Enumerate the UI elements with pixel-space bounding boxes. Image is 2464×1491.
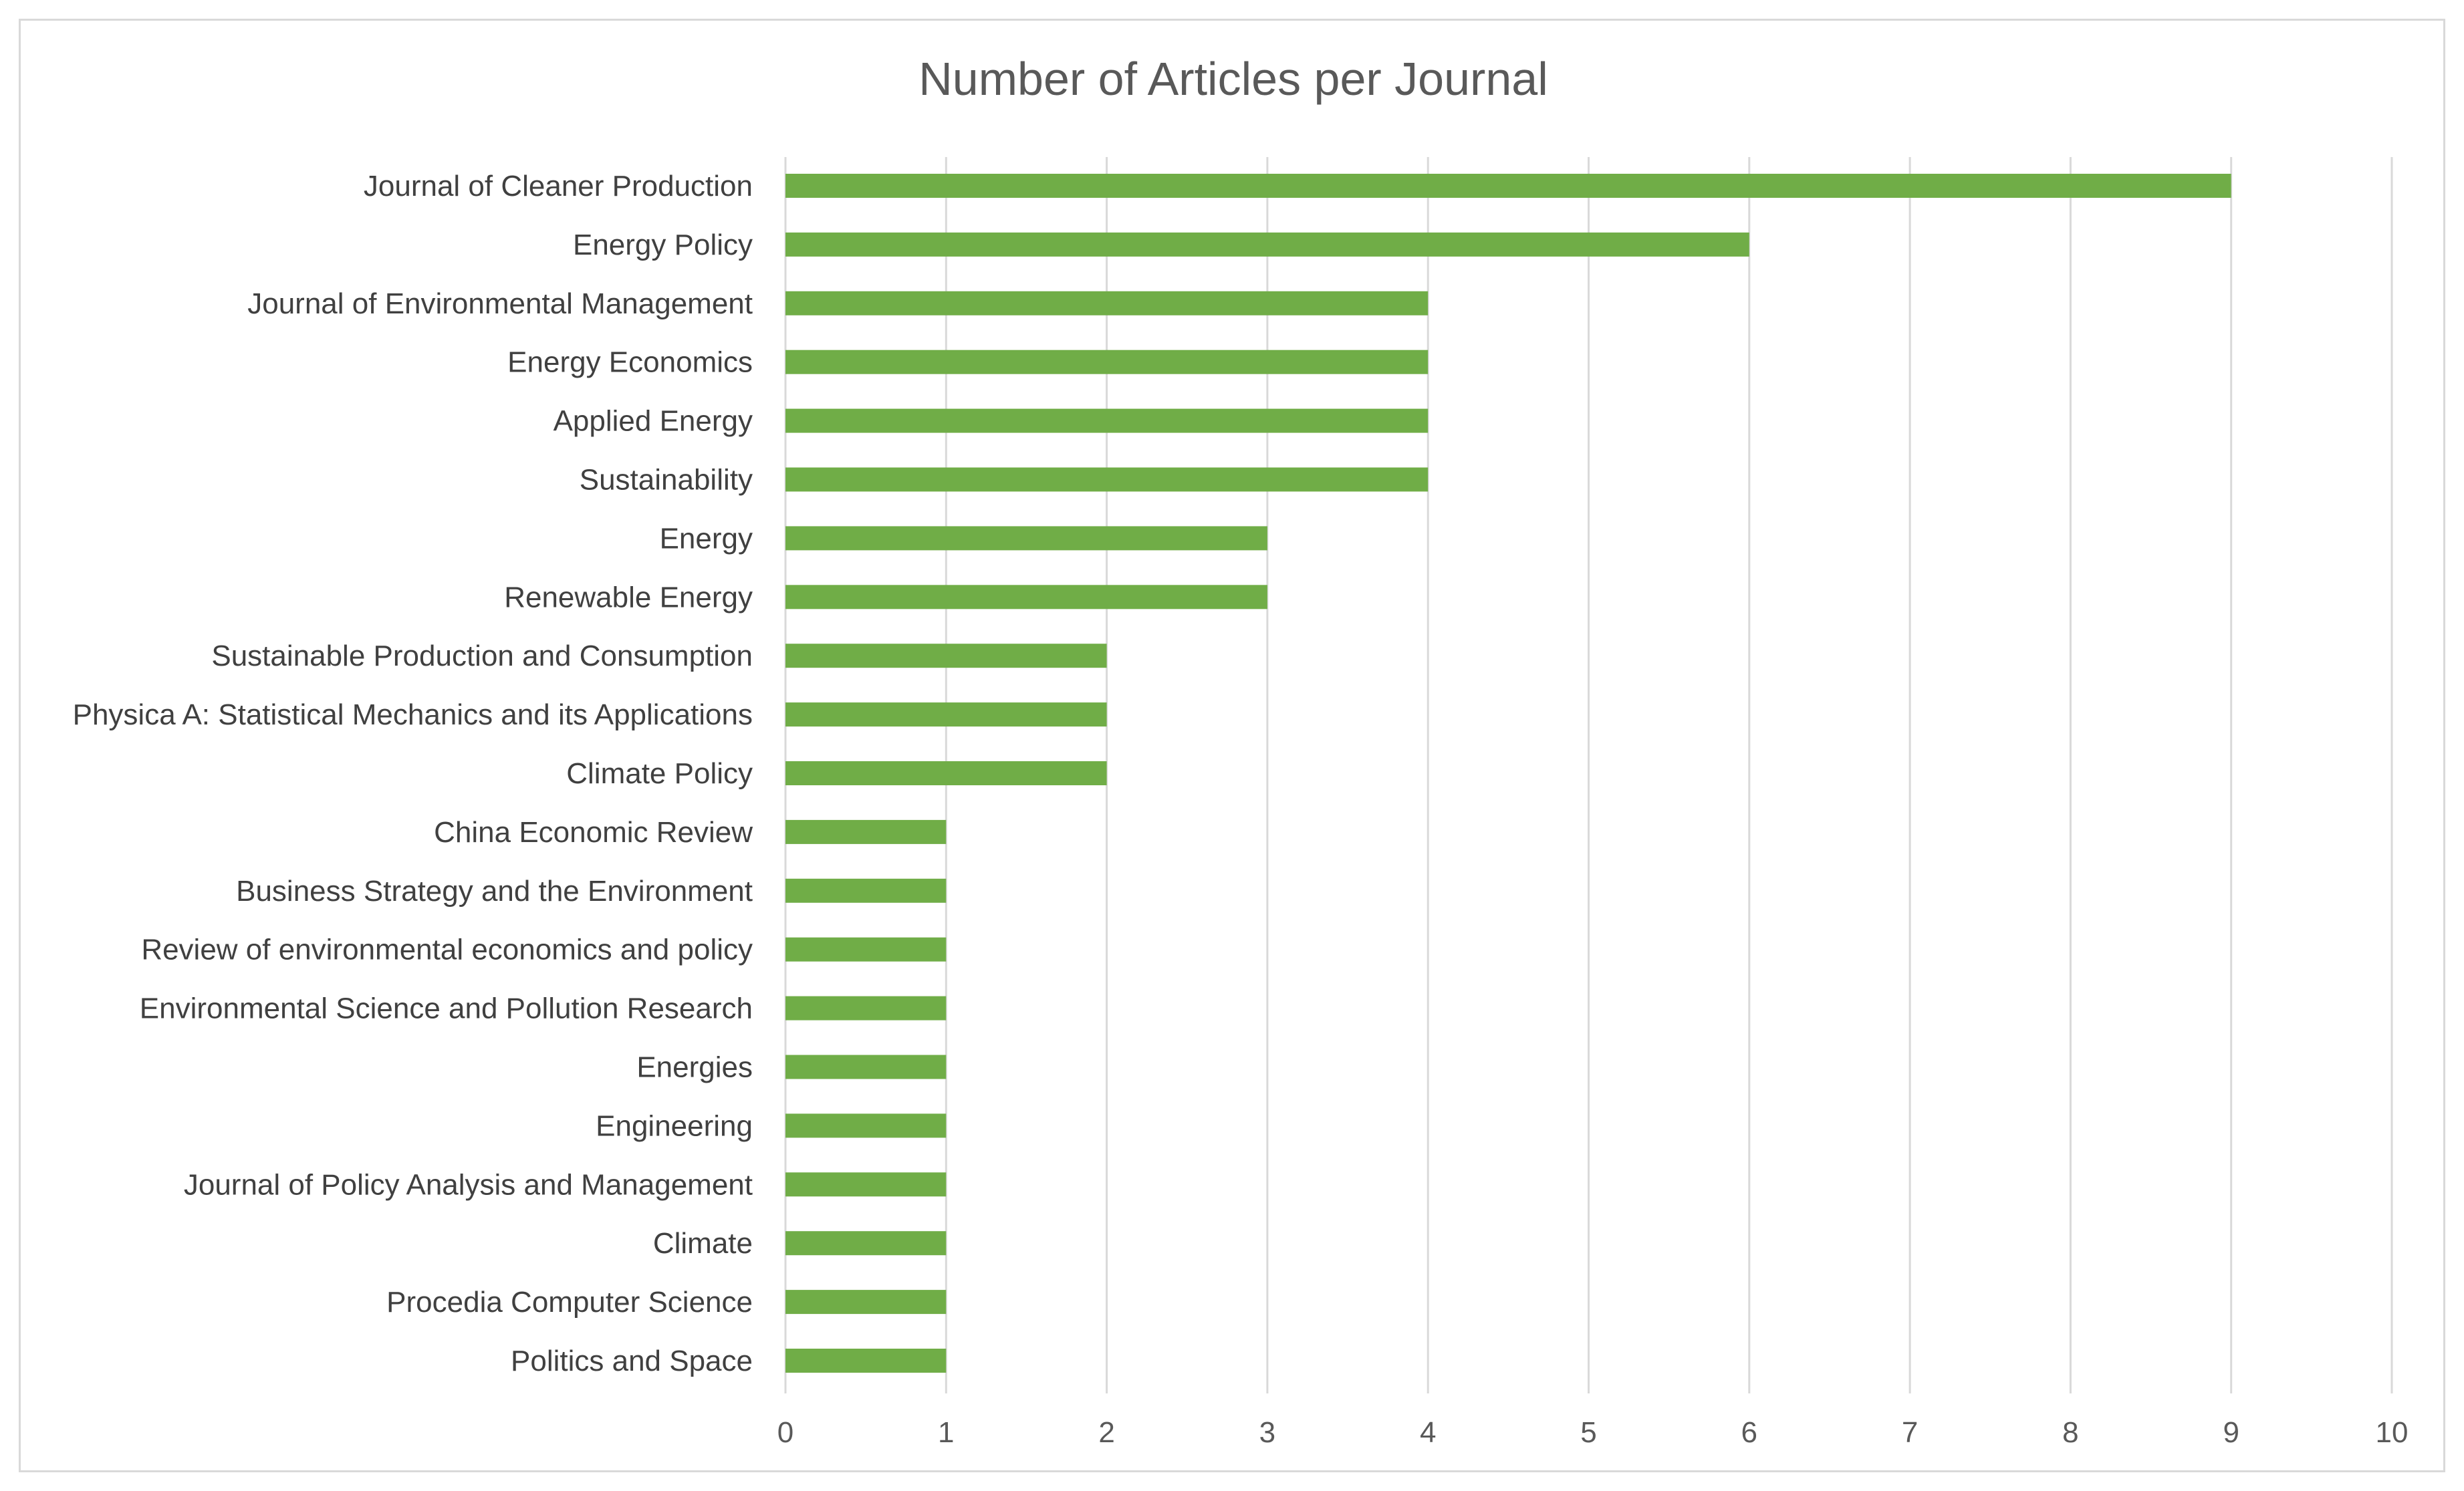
category-label: Environmental Science and Pollution Rese… (140, 992, 753, 1025)
category-label: Politics and Space (511, 1345, 753, 1377)
x-tick-label: 3 (1259, 1416, 1275, 1449)
category-label: Journal of Policy Analysis and Managemen… (184, 1168, 753, 1201)
category-label: Energy (660, 522, 753, 555)
x-tick-label: 2 (1098, 1416, 1114, 1449)
x-tick-label: 4 (1420, 1416, 1436, 1449)
x-tick-label: 10 (2376, 1416, 2409, 1449)
x-axis-tick-labels: 0 1 2 3 4 5 6 7 8 9 10 (777, 1416, 2409, 1449)
category-label: Applied Energy (553, 405, 753, 438)
bar-5 (785, 408, 1429, 433)
bar-15 (785, 996, 947, 1021)
category-label: China Economic Review (434, 816, 753, 849)
category-label: Energy Economics (507, 346, 753, 379)
category-label: Climate Policy (566, 757, 753, 790)
x-tick-label: 6 (1741, 1416, 1757, 1449)
category-label: Renewable Energy (504, 581, 753, 614)
bar-11 (785, 761, 1107, 785)
category-label: Sustainable Production and Consumption (211, 640, 753, 672)
bar-12 (785, 819, 947, 844)
bar-16 (785, 1055, 947, 1079)
bar-19 (785, 1231, 947, 1256)
chart-title: Number of Articles per Journal (918, 53, 1548, 105)
bar-13 (785, 878, 947, 903)
bar-21 (785, 1349, 947, 1373)
bar-17 (785, 1113, 947, 1138)
bar-8 (785, 585, 1267, 609)
x-tick-label: 7 (1902, 1416, 1918, 1449)
category-label: Energy Policy (573, 229, 753, 261)
bar-3 (785, 291, 1429, 315)
category-label: Procedia Computer Science (386, 1286, 753, 1319)
bar-14 (785, 937, 947, 962)
category-labels: Journal of Cleaner Production Energy Poli… (73, 170, 753, 1377)
bar-18 (785, 1172, 947, 1197)
bars (785, 174, 2231, 1373)
bar-7 (785, 526, 1267, 551)
x-tick-label: 9 (2223, 1416, 2239, 1449)
category-label: Sustainability (580, 464, 753, 497)
category-label: Engineering (596, 1109, 753, 1142)
bar-4 (785, 350, 1429, 374)
category-label: Business Strategy and the Environment (236, 875, 753, 908)
x-tick-label: 1 (938, 1416, 954, 1449)
bar-9 (785, 644, 1107, 668)
x-tick-label: 5 (1580, 1416, 1596, 1449)
category-label: Journal of Cleaner Production (364, 170, 753, 202)
bar-20 (785, 1290, 947, 1315)
category-label: Climate (653, 1227, 753, 1260)
x-tick-label: 8 (2062, 1416, 2078, 1449)
category-label: Review of environmental economics and po… (141, 934, 753, 966)
category-label: Energies (636, 1051, 753, 1084)
category-label: Physica A: Statistical Mechanics and its… (73, 698, 753, 731)
x-tick-label: 0 (777, 1416, 793, 1449)
bar-1 (785, 174, 2231, 198)
category-label: Journal of Environmental Management (247, 287, 753, 320)
bar-10 (785, 702, 1107, 727)
chart-frame (19, 19, 2445, 1472)
bar-2 (785, 232, 1749, 257)
bar-6 (785, 467, 1429, 492)
